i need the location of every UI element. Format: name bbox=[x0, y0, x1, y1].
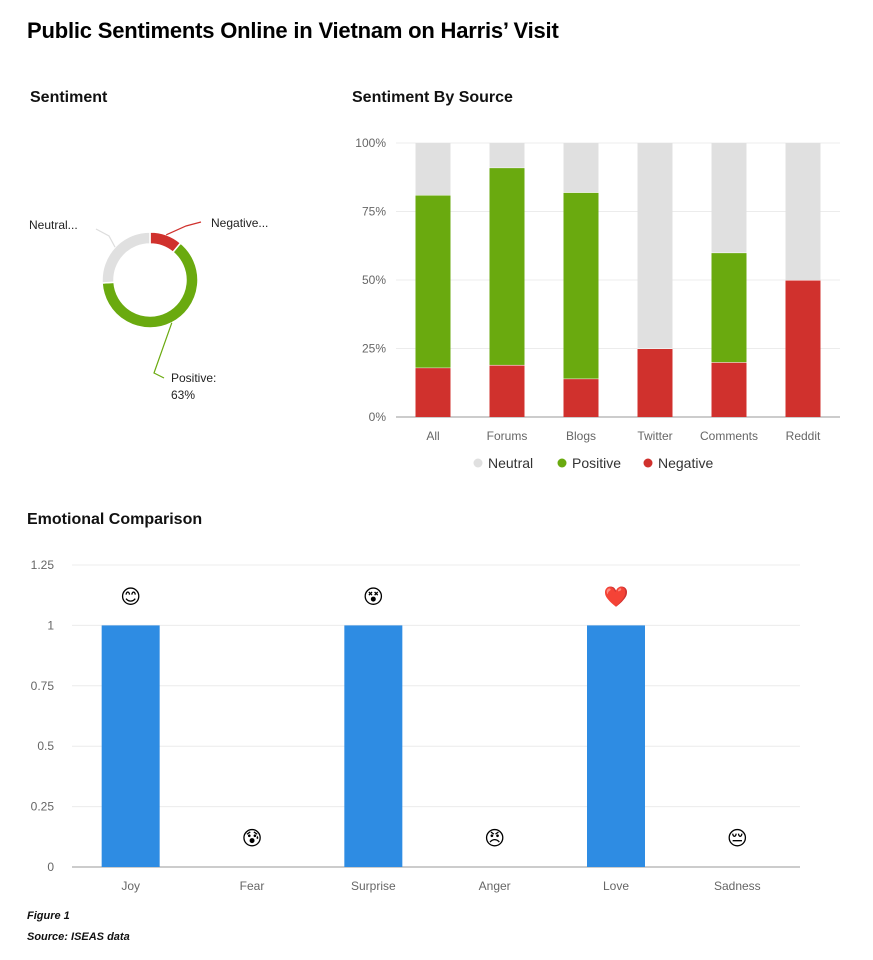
emotion-x-tick-label: Joy bbox=[121, 879, 140, 893]
emotion-bar-surprise bbox=[344, 625, 403, 867]
legend-label-negative: Negative bbox=[658, 455, 713, 471]
stacked-bar-forums-positive bbox=[489, 167, 525, 365]
stacked-x-tick-label: Blogs bbox=[566, 429, 596, 443]
stacked-bar-twitter-neutral bbox=[637, 143, 673, 349]
emotion-bar-love bbox=[587, 625, 645, 867]
stacked-bar-comments-negative bbox=[711, 362, 747, 417]
emoji-fear-icon: 😰 bbox=[242, 826, 263, 850]
negative-label: Negative... bbox=[211, 216, 268, 230]
legend-marker-neutral bbox=[473, 458, 483, 468]
legend-marker-negative bbox=[643, 458, 653, 468]
stacked-x-tick-label: Forums bbox=[487, 429, 528, 443]
emoji-joy-icon: 😊 bbox=[120, 584, 141, 608]
emoji-sadness-icon: 😔 bbox=[727, 826, 748, 850]
emotional-comparison-title: Emotional Comparison bbox=[27, 511, 203, 528]
emotion-x-tick-label: Sadness bbox=[714, 879, 761, 893]
stacked-bar-comments-positive bbox=[711, 252, 747, 363]
pie-slice-neutral bbox=[101, 231, 151, 284]
emoji-love-icon: ❤️ bbox=[604, 584, 629, 608]
stacked-y-tick-label: 100% bbox=[355, 136, 386, 150]
emotion-x-tick-label: Anger bbox=[479, 879, 511, 893]
stacked-bar-blogs-neutral bbox=[563, 143, 599, 193]
emotion-x-tick-label: Love bbox=[603, 879, 629, 893]
stacked-x-tick-label: Reddit bbox=[786, 429, 821, 443]
emoji-surprise-icon: 😵 bbox=[363, 584, 384, 608]
stacked-y-tick-label: 50% bbox=[362, 273, 386, 287]
stacked-x-tick-label: Comments bbox=[700, 429, 758, 443]
emotion-y-tick-label: 0.25 bbox=[31, 800, 55, 814]
negative-leader-line bbox=[166, 221, 202, 236]
emotion-x-tick-label: Fear bbox=[240, 879, 265, 893]
emoji-anger-icon: 😠 bbox=[484, 826, 505, 850]
sentiment-chart-title: Sentiment bbox=[30, 89, 108, 106]
neutral-leader-line bbox=[95, 228, 116, 248]
page-title: Public Sentiments Online in Vietnam on H… bbox=[27, 18, 559, 43]
stacked-x-tick-label: All bbox=[426, 429, 439, 443]
stacked-bar-all-positive bbox=[415, 195, 451, 368]
stacked-y-tick-label: 0% bbox=[369, 410, 387, 424]
neutral-label: Neutral... bbox=[29, 218, 78, 232]
stacked-bar-reddit-negative bbox=[785, 280, 821, 417]
stacked-bar-comments-neutral bbox=[711, 143, 747, 253]
figure-caption: Figure 1 bbox=[27, 910, 70, 922]
legend-label-positive: Positive bbox=[572, 455, 621, 471]
stacked-y-tick-label: 25% bbox=[362, 342, 386, 356]
stacked-bar-forums-negative bbox=[489, 364, 525, 417]
stacked-bar-forums-neutral bbox=[489, 143, 525, 168]
emotion-y-tick-label: 0 bbox=[47, 860, 54, 874]
positive-value-label: 63% bbox=[171, 388, 195, 402]
emotion-y-tick-label: 0.5 bbox=[37, 739, 54, 753]
stacked-bar-all-negative bbox=[415, 367, 451, 417]
source-caption: Source: ISEAS data bbox=[27, 931, 130, 943]
emotion-y-tick-label: 1 bbox=[47, 618, 54, 632]
sentiment-by-source-title: Sentiment By Source bbox=[352, 89, 513, 106]
emotion-bar-joy bbox=[101, 625, 160, 867]
emotion-x-tick-label: Surprise bbox=[351, 879, 396, 893]
positive-leader-line bbox=[153, 322, 173, 379]
emotion-y-tick-label: 0.75 bbox=[31, 679, 55, 693]
stacked-bar-reddit-neutral bbox=[785, 143, 821, 280]
stacked-bar-twitter-negative bbox=[637, 348, 673, 417]
stacked-x-tick-label: Twitter bbox=[637, 429, 672, 443]
emotion-y-tick-label: 1.25 bbox=[31, 558, 55, 572]
legend-label-neutral: Neutral bbox=[488, 455, 533, 471]
stacked-bar-blogs-positive bbox=[563, 192, 599, 379]
stacked-bar-blogs-negative bbox=[563, 378, 599, 417]
stacked-y-tick-label: 75% bbox=[362, 205, 386, 219]
legend-marker-positive bbox=[557, 458, 567, 468]
positive-label: Positive: bbox=[171, 371, 216, 385]
stacked-bar-all-neutral bbox=[415, 143, 451, 196]
